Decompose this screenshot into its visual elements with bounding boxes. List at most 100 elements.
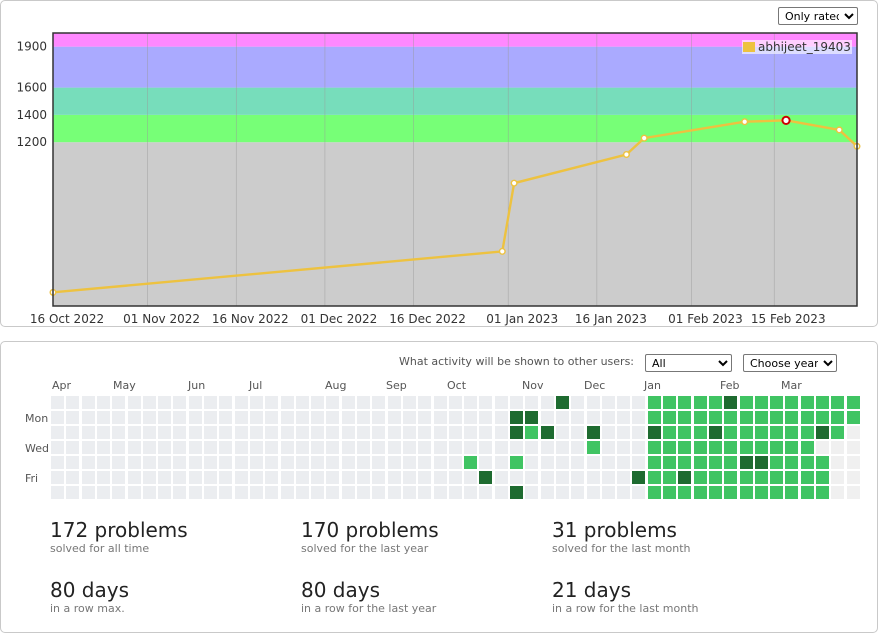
- heatmap-cell[interactable]: [204, 396, 217, 409]
- heatmap-cell[interactable]: [234, 396, 248, 409]
- heatmap-cell[interactable]: [418, 411, 432, 424]
- heatmap-cell[interactable]: [372, 471, 386, 484]
- heatmap-cell[interactable]: [433, 411, 447, 424]
- heatmap-cell[interactable]: [601, 471, 615, 484]
- heatmap-cell[interactable]: [51, 426, 64, 439]
- heatmap-cell[interactable]: [387, 486, 401, 499]
- heatmap-cell[interactable]: [51, 441, 64, 454]
- heatmap-cell[interactable]: [663, 456, 676, 469]
- heatmap-cell[interactable]: [647, 441, 661, 454]
- heatmap-cell[interactable]: [510, 426, 523, 439]
- heatmap-cell[interactable]: [555, 426, 569, 439]
- heatmap-cell[interactable]: [494, 411, 508, 424]
- heatmap-cell[interactable]: [724, 396, 738, 409]
- heatmap-cell[interactable]: [571, 426, 585, 439]
- heatmap-cell[interactable]: [464, 471, 478, 484]
- heatmap-cell[interactable]: [632, 486, 646, 499]
- heatmap-cell[interactable]: [678, 411, 692, 424]
- heatmap-cell[interactable]: [800, 396, 814, 409]
- heatmap-cell[interactable]: [693, 486, 707, 499]
- heatmap-cell[interactable]: [525, 471, 539, 484]
- heatmap-cell[interactable]: [188, 471, 202, 484]
- heatmap-cell[interactable]: [265, 411, 279, 424]
- heatmap-cell[interactable]: [372, 426, 386, 439]
- heatmap-cell[interactable]: [173, 411, 187, 424]
- heatmap-cell[interactable]: [387, 426, 401, 439]
- heatmap-cell[interactable]: [770, 486, 784, 499]
- heatmap-cell[interactable]: [249, 486, 263, 499]
- heatmap-cell[interactable]: [800, 411, 814, 424]
- heatmap-cell[interactable]: [540, 441, 554, 454]
- heatmap-cell[interactable]: [448, 471, 462, 484]
- heatmap-cell[interactable]: [112, 456, 126, 469]
- heatmap-cell[interactable]: [571, 411, 585, 424]
- heatmap-cell[interactable]: [96, 486, 110, 499]
- heatmap-cell[interactable]: [326, 441, 340, 454]
- heatmap-cell[interactable]: [831, 471, 845, 484]
- heatmap-cell[interactable]: [540, 411, 554, 424]
- heatmap-cell[interactable]: [555, 471, 569, 484]
- heatmap-cell[interactable]: [204, 471, 217, 484]
- heatmap-cell[interactable]: [311, 426, 325, 439]
- heatmap-cell[interactable]: [311, 456, 325, 469]
- heatmap-cell[interactable]: [510, 471, 523, 484]
- heatmap-cell[interactable]: [341, 396, 355, 409]
- heatmap-cell[interactable]: [249, 441, 263, 454]
- heatmap-cell[interactable]: [219, 396, 233, 409]
- heatmap-cell[interactable]: [295, 441, 309, 454]
- heatmap-cell[interactable]: [418, 396, 432, 409]
- heatmap-cell[interactable]: [617, 471, 631, 484]
- heatmap-cell[interactable]: [494, 396, 508, 409]
- heatmap-cell[interactable]: [265, 396, 279, 409]
- heatmap-cell[interactable]: [785, 471, 799, 484]
- heatmap-cell[interactable]: [555, 411, 569, 424]
- heatmap-cell[interactable]: [280, 486, 294, 499]
- heatmap-cell[interactable]: [571, 396, 585, 409]
- heatmap-cell[interactable]: [464, 411, 478, 424]
- heatmap-cell[interactable]: [555, 456, 569, 469]
- heatmap-cell[interactable]: [81, 486, 95, 499]
- heatmap-cell[interactable]: [571, 471, 585, 484]
- heatmap-cell[interactable]: [647, 486, 661, 499]
- heatmap-cell[interactable]: [663, 426, 676, 439]
- heatmap-cell[interactable]: [846, 471, 860, 484]
- heatmap-cell[interactable]: [663, 441, 676, 454]
- heatmap-cell[interactable]: [555, 396, 569, 409]
- heatmap-cell[interactable]: [341, 426, 355, 439]
- heatmap-cell[interactable]: [158, 486, 172, 499]
- heatmap-cell[interactable]: [632, 456, 646, 469]
- heatmap-cell[interactable]: [372, 456, 386, 469]
- heatmap-cell[interactable]: [142, 411, 156, 424]
- heatmap-cell[interactable]: [402, 396, 416, 409]
- heatmap-cell[interactable]: [831, 456, 845, 469]
- heatmap-cell[interactable]: [479, 456, 493, 469]
- heatmap-cell[interactable]: [525, 456, 539, 469]
- heatmap-cell[interactable]: [81, 426, 95, 439]
- heatmap-cell[interactable]: [555, 486, 569, 499]
- heatmap-cell[interactable]: [724, 411, 738, 424]
- heatmap-cell[interactable]: [234, 441, 248, 454]
- heatmap-cell[interactable]: [418, 456, 432, 469]
- heatmap-cell[interactable]: [265, 456, 279, 469]
- heatmap-cell[interactable]: [341, 411, 355, 424]
- heatmap-cell[interactable]: [724, 471, 738, 484]
- heatmap-cell[interactable]: [81, 441, 95, 454]
- heatmap-cell[interactable]: [601, 396, 615, 409]
- heatmap-cell[interactable]: [357, 441, 370, 454]
- heatmap-cell[interactable]: [173, 456, 187, 469]
- heatmap-cell[interactable]: [295, 486, 309, 499]
- heatmap-cell[interactable]: [831, 426, 845, 439]
- heatmap-cell[interactable]: [693, 456, 707, 469]
- heatmap-cell[interactable]: [754, 426, 768, 439]
- visibility-select[interactable]: All: [645, 354, 732, 372]
- heatmap-cell[interactable]: [846, 486, 860, 499]
- heatmap-cell[interactable]: [280, 411, 294, 424]
- heatmap-cell[interactable]: [387, 471, 401, 484]
- heatmap-cell[interactable]: [739, 486, 753, 499]
- heatmap-cell[interactable]: [51, 471, 64, 484]
- heatmap-cell[interactable]: [816, 396, 829, 409]
- heatmap-cell[interactable]: [127, 396, 141, 409]
- heatmap-cell[interactable]: [617, 426, 631, 439]
- heatmap-cell[interactable]: [387, 411, 401, 424]
- heatmap-cell[interactable]: [785, 486, 799, 499]
